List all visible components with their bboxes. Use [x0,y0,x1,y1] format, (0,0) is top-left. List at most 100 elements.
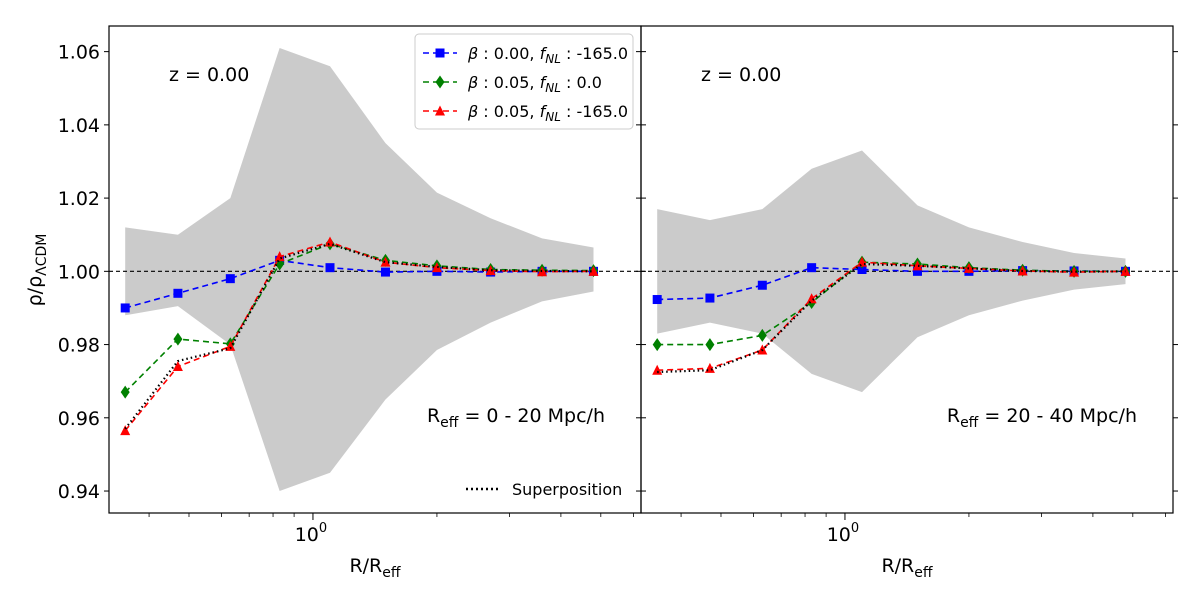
legend-text-part: : [561,102,577,121]
data-point-square [705,293,715,303]
x-tick-base: 10 [827,524,851,546]
legend-label: β : 0.05, fNL : 0.0 [467,73,602,95]
data-point-triangle [172,361,183,372]
reff-label-pre: R [947,405,960,427]
legend-text-part: , [529,44,539,63]
legend-text-part: : [478,73,494,92]
x-axis-label: R/Reff [349,555,400,581]
legend-label: β : 0.05, fNL : -165.0 [467,102,628,124]
data-point-triangle [274,251,285,262]
reff-label-sub: eff [960,415,979,431]
data-point-triangle [806,293,817,304]
legend-text-part: : [478,44,494,63]
x-tick-label: 100 [827,521,859,546]
y-axis-label-base: ρ/ρ [24,276,46,307]
x-axis-label-base: R/R [349,555,382,577]
data-point-diamond [173,332,183,346]
data-point-square [652,295,662,305]
redshift-label: z = 0.00 [701,64,781,86]
data-point-diamond [652,338,662,352]
y-axis-label-sub: ΛCDM [34,234,50,276]
panel-frame [640,25,1174,514]
legend-beta-symbol: β [467,73,478,92]
data-point-diamond [705,338,715,352]
legend-text-part: , [529,73,539,92]
data-point-square [912,266,922,276]
legend-label: β : 0.00, fNL : -165.0 [467,44,628,66]
reff-label-post: = 20 - 40 Mpc/h [978,405,1137,427]
x-tick-exponent: 0 [851,521,859,536]
legend-marker-diamond [435,75,445,89]
data-point-triangle [652,364,663,375]
x-tick-base: 10 [295,524,319,546]
series-line-triangle [124,241,594,432]
y-tick-label: 0.96 [58,408,100,430]
data-point-triangle [704,362,715,373]
legend: β : 0.00, fNL : -165.0β : 0.05, fNL : 0.… [414,33,634,130]
legend-beta-symbol: β [467,44,478,63]
data-point-triangle [380,256,391,267]
superposition-legend: Superposition [466,480,622,499]
legend-beta-value: 0.05 [494,73,530,92]
legend-fnl-value: 0.0 [576,73,601,92]
reff-range-label: Reff = 20 - 40 Mpc/h [947,405,1137,431]
data-point-triangle [431,262,442,273]
legend-marker-triangle [435,105,445,116]
legend-box [414,33,634,130]
superposition-line [124,242,594,430]
legend-text-part: : [561,44,577,63]
legend-f-symbol: f [540,44,548,63]
legend-nl-sub: NL [545,110,561,124]
data-point-square [757,280,767,290]
data-point-triangle [120,425,131,436]
x-tick-label: 100 [295,521,327,546]
legend-f-symbol: f [540,102,548,121]
reff-range-label: Reff = 0 - 20 Mpc/h [427,405,605,431]
data-point-triangle [1069,266,1080,277]
x-axis-label-sub: eff [914,565,933,581]
y-tick-label: 1.02 [58,188,100,210]
legend-beta-value: 0.00 [494,44,530,63]
data-point-triangle [912,260,923,271]
data-point-triangle [485,265,496,276]
legend-nl-sub: NL [545,81,561,95]
data-point-triangle [588,265,599,276]
y-tick-label: 1.06 [58,42,100,64]
x-axis-label-sub: eff [382,565,401,581]
superposition-legend-label: Superposition [512,480,622,499]
y-tick-label: 1.04 [58,115,100,137]
y-tick-label: 0.94 [58,481,100,503]
data-point-triangle [1120,265,1131,276]
legend-beta-value: 0.05 [494,102,530,121]
legend-beta-symbol: β [467,102,478,121]
legend-fnl-value: -165.0 [576,44,628,63]
x-axis-label: R/Reff [881,555,932,581]
y-tick-label: 1.00 [58,261,100,283]
data-point-square [380,267,390,277]
legend-f-symbol: f [540,73,548,92]
plot-area [641,150,1173,393]
legend-text-part: : [561,73,577,92]
reff-label-pre: R [427,405,440,427]
x-tick-exponent: 0 [319,521,327,536]
legend-text-part: : [478,102,494,121]
data-point-diamond [120,385,130,399]
series-line-square [124,259,594,309]
x-axis-label-base: R/R [881,555,914,577]
legend-text-part: , [529,102,539,121]
reff-label-sub: eff [440,415,459,431]
legend-nl-sub: NL [545,52,561,66]
y-axis-label: ρ/ρΛCDM [24,234,50,307]
data-point-triangle [225,340,236,351]
data-point-square [325,263,335,273]
legend-fnl-value: -165.0 [576,102,628,121]
plot-area [109,47,641,492]
data-point-square [857,265,867,274]
variance-band [657,150,1126,393]
data-point-square [120,303,130,313]
legend-marker-square [435,48,445,58]
data-point-square [225,274,235,284]
